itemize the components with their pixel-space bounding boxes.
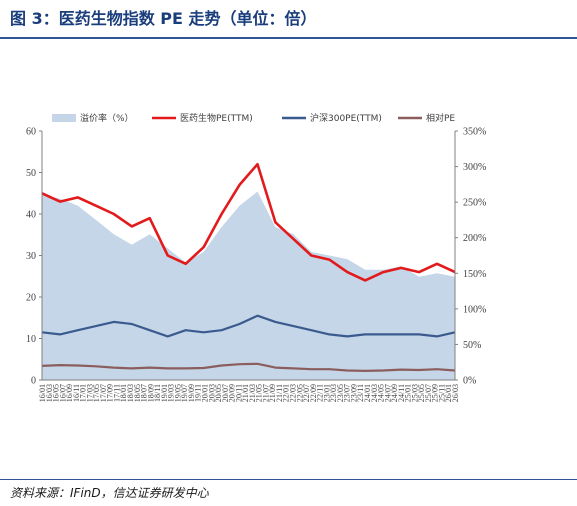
figure-title: 图 3：医药生物指数 PE 走势（单位：倍） [10, 9, 317, 28]
x-tick-label: 21/09 [268, 384, 277, 402]
right-tick-label: 0% [463, 376, 476, 387]
x-tick-label: 19/07 [180, 384, 189, 402]
x-tick-label: 21/01 [241, 384, 250, 402]
x-tick-label: 26/01 [444, 384, 453, 402]
x-tick-label: 25/11 [438, 384, 447, 402]
x-tick-label: 17/05 [92, 384, 101, 402]
right-tick-label: 150% [463, 269, 486, 280]
x-tick-label: 24/05 [377, 384, 386, 402]
x-tick-label: 25/01 [404, 384, 413, 402]
x-tick-label: 23/07 [343, 384, 352, 402]
left-tick-label: 20 [26, 293, 36, 304]
right-tick-label: 350% [463, 127, 486, 138]
x-tick-label: 19/03 [167, 384, 176, 402]
x-tick-label: 24/11 [397, 384, 406, 402]
x-tick-label: 20/01 [201, 384, 210, 402]
left-tick-label: 0 [31, 376, 36, 387]
x-tick-label: 25/09 [431, 384, 440, 402]
legend-label-3: 相对PE [426, 112, 455, 124]
x-tick-label: 24/01 [363, 384, 372, 402]
x-tick-label: 21/11 [275, 384, 284, 402]
legend-label-1: 医药生物PE(TTM) [180, 112, 253, 124]
x-tick-label: 23/11 [356, 384, 365, 402]
x-tick-label: 18/03 [126, 384, 135, 402]
x-tick-label: 18/05 [133, 384, 142, 402]
series-line-2 [41, 314, 456, 338]
left-tick-label: 60 [26, 127, 36, 138]
x-tick-label: 22/11 [316, 384, 325, 402]
x-tick-label: 19/05 [173, 384, 182, 402]
x-tick-label: 23/09 [349, 384, 358, 402]
x-tick-label: 20/05 [214, 384, 223, 402]
left-tick-label: 30 [26, 251, 36, 262]
x-tick-label: 17/03 [85, 384, 94, 402]
x-tick-label: 16/05 [52, 384, 61, 402]
left-tick-label: 40 [26, 210, 36, 221]
source-rule [0, 479, 577, 480]
x-tick-label: 20/03 [207, 384, 216, 402]
x-tick-label: 22/07 [302, 384, 311, 402]
x-tick-label: 17/01 [79, 384, 88, 402]
x-tick-label: 16/11 [72, 384, 81, 402]
series-area-premium [42, 191, 455, 380]
x-tick-label: 16/01 [38, 384, 47, 402]
source-note: 资料来源：IFinD，信达证券研发中心 [10, 486, 209, 500]
x-tick-label: 18/07 [140, 384, 149, 402]
x-tick-label: 22/09 [309, 384, 318, 402]
x-tick-label: 21/03 [248, 384, 257, 402]
x-tick-label: 22/03 [289, 384, 298, 402]
left-tick-label: 10 [26, 334, 36, 345]
x-tick-label: 19/11 [194, 384, 203, 402]
x-tick-label: 24/09 [390, 384, 399, 402]
x-tick-label: 19/09 [187, 384, 196, 402]
x-tick-label: 22/01 [282, 384, 291, 402]
right-tick-label: 250% [463, 198, 486, 209]
x-tick-label: 16/03 [45, 384, 54, 402]
x-tick-label: 17/07 [99, 384, 108, 402]
x-tick-label: 23/05 [336, 384, 345, 402]
x-tick-label: 18/09 [146, 384, 155, 402]
x-tick-label: 24/03 [370, 384, 379, 402]
x-tick-label: 21/05 [255, 384, 264, 402]
legend-label-2: 沪深300PE(TTM) [310, 112, 382, 124]
left-tick-label: 50 [26, 168, 36, 179]
x-tick-label: 25/05 [417, 384, 426, 402]
right-tick-label: 50% [463, 340, 481, 351]
x-tick-label: 16/09 [65, 384, 74, 402]
x-tick-label: 17/11 [113, 384, 122, 402]
right-tick-label: 200% [463, 233, 486, 244]
x-tick-label: 23/01 [322, 384, 331, 402]
x-tick-label: 20/11 [234, 384, 243, 402]
series-line-1 [41, 162, 456, 282]
x-tick-label: 20/09 [228, 384, 237, 402]
x-tick-label: 20/07 [221, 384, 230, 402]
x-tick-label: 22/05 [295, 384, 304, 402]
legend-swatch-premium [52, 114, 76, 122]
x-tick-label: 26/03 [451, 384, 460, 402]
series-line-3 [41, 362, 456, 372]
x-tick-label: 21/07 [261, 384, 270, 402]
legend-label-0: 溢价率（%） [80, 112, 134, 124]
x-tick-label: 18/01 [119, 384, 128, 402]
x-tick-label: 24/07 [383, 384, 392, 402]
x-tick-label: 25/03 [410, 384, 419, 402]
pe-chart: 0 10 20 30 40 50 60 0% 50% 100% 150% 200% 250% 300% 35… [26, 112, 486, 402]
x-tick-label: 19/01 [160, 384, 169, 402]
right-tick-label: 300% [463, 162, 486, 173]
right-tick-label: 100% [463, 304, 486, 315]
x-tick-label: 16/07 [58, 384, 67, 402]
title-rule [0, 37, 577, 39]
x-tick-label: 23/03 [329, 384, 338, 402]
x-tick-label: 18/11 [153, 384, 162, 402]
x-tick-label: 17/09 [106, 384, 115, 402]
x-tick-label: 25/07 [424, 384, 433, 402]
